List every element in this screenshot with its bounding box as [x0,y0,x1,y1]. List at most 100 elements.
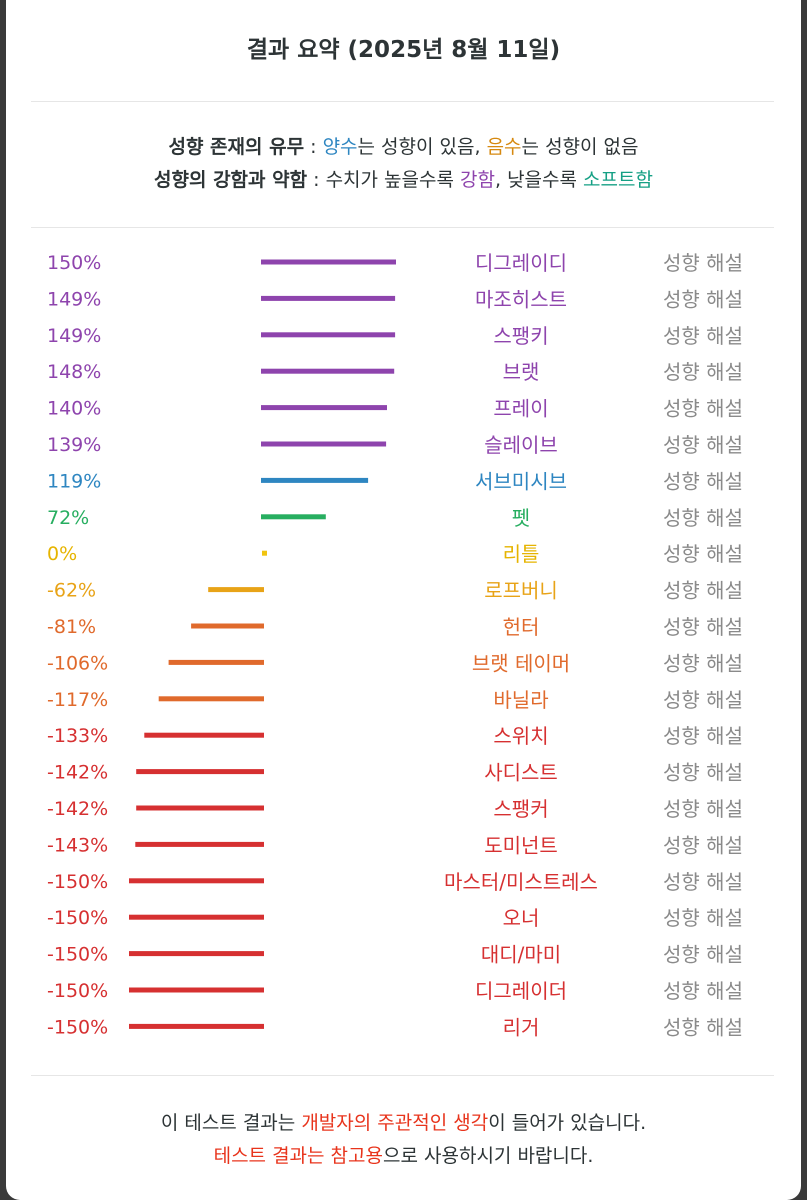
category-label: 슬레이브 [484,433,558,457]
value-label: -150% [47,980,108,1002]
description-link[interactable]: 성향 해설 [663,688,743,712]
chart-row: -142% 스팽커 성향 해설 [47,797,743,821]
bar [136,769,264,775]
category-label: 리틀 [503,542,540,566]
description-link[interactable]: 성향 해설 [663,870,743,894]
chart-row: -81% 헌터 성향 해설 [47,615,743,639]
chart-row: 148% 브랫 성향 해설 [47,360,743,384]
description-link[interactable]: 성향 해설 [663,615,743,639]
bar [261,477,369,483]
legend-strong: 강함 [460,169,495,191]
chart-row: -150% 오너 성향 해설 [47,906,743,930]
category-label: 펫 [512,506,530,530]
description-link[interactable]: 성향 해설 [663,797,743,821]
disclaimer-line-1: 이 테스트 결과는 개발자의 주관적인 생각이 들어가 있습니다. [6,1108,801,1135]
description-link[interactable]: 성향 해설 [663,943,743,967]
category-label: 프레이 [493,397,548,421]
category-label: 리거 [503,1015,540,1039]
description-link[interactable]: 성향 해설 [663,833,743,857]
description-link[interactable]: 성향 해설 [663,433,743,457]
legend-text: 수치가 높을수록 [325,169,461,191]
chart-row: -150% 마스터/미스트레스 성향 해설 [47,870,743,894]
description-link[interactable]: 성향 해설 [663,542,743,566]
description-link[interactable]: 성향 해설 [663,506,743,530]
category-label: 사디스트 [484,761,558,785]
page-title: 결과 요약 (2025년 8월 11일) [246,37,561,63]
category-label: 대디/마미 [481,943,561,967]
value-label: -133% [47,725,108,747]
category-label: 바닐라 [493,688,548,712]
bar [261,368,395,374]
category-label: 로프버니 [484,579,558,603]
value-label: 119% [47,470,101,492]
bar [208,587,264,593]
disclaimer-highlight: 개발자의 주관적인 생각 [301,1112,489,1134]
chart-row: -143% 도미넌트 성향 해설 [47,833,743,857]
value-label: 0% [47,543,77,565]
category-label: 마스터/미스트레스 [444,870,598,894]
result-card: 결과 요약 (2025년 8월 11일) 성향 존재의 유무 : 양수는 성향이… [6,0,801,1200]
category-label: 스팽커 [493,797,548,821]
value-label: 148% [47,361,101,383]
legend-text: , 낮을수록 [495,169,584,191]
disclaimer-highlight: 테스트 결과는 참고용 [213,1145,383,1167]
chart-row: 140% 프레이 성향 해설 [47,397,743,421]
description-link[interactable]: 성향 해설 [663,397,743,421]
description-link[interactable]: 성향 해설 [663,287,743,311]
description-link[interactable]: 성향 해설 [663,1015,743,1039]
description-link[interactable]: 성향 해설 [663,651,743,675]
disclaimer-text: 이 들어가 있습니다. [488,1112,647,1134]
disclaimer-line-2: 테스트 결과는 참고용으로 사용하시기 바랍니다. [6,1141,801,1168]
value-label: 139% [47,434,101,456]
bar [261,259,396,265]
legend-strength-label: 성향의 강함과 약함 [154,169,308,191]
chart-row: 149% 스팽키 성향 해설 [47,324,743,348]
value-label: -150% [47,907,108,929]
bar [136,805,264,811]
legend-text: 는 성향이 있음, [357,136,487,158]
category-label: 브랫 테이머 [472,651,570,675]
category-label: 서브미시브 [475,469,567,493]
chart-row: -150% 대디/마미 성향 해설 [47,943,743,967]
disclaimer-text: 으로 사용하시기 바랍니다. [383,1145,594,1167]
legend-separator: : [304,136,323,158]
bar [129,914,264,920]
value-label: -142% [47,798,108,820]
legend-text: 는 성향이 없음 [521,136,639,158]
description-link[interactable]: 성향 해설 [663,324,743,348]
description-link[interactable]: 성향 해설 [663,979,743,1003]
chart-row: -106% 브랫 테이머 성향 해설 [47,651,743,675]
category-label: 브랫 [503,360,540,384]
legend-separator: : [307,169,326,191]
divider-middle [31,227,774,228]
legend-line-existence: 성향 존재의 유무 : 양수는 성향이 있음, 음수는 성향이 없음 [6,132,801,159]
description-link[interactable]: 성향 해설 [663,906,743,930]
bar [129,878,264,884]
description-link[interactable]: 성향 해설 [663,761,743,785]
category-label: 스팽키 [493,324,548,348]
chart-row: 72% 펫 성향 해설 [47,506,743,530]
value-label: 72% [47,507,89,529]
category-label: 스위치 [493,724,548,748]
description-link[interactable]: 성향 해설 [663,360,743,384]
value-label: -150% [47,944,108,966]
description-link[interactable]: 성향 해설 [663,724,743,748]
value-label: -81% [47,616,96,638]
bar [262,550,267,556]
value-label: -143% [47,834,108,856]
description-link[interactable]: 성향 해설 [663,251,743,275]
description-link[interactable]: 성향 해설 [663,579,743,603]
bar [261,441,387,447]
description-link[interactable]: 성향 해설 [663,469,743,493]
bar [129,1023,264,1029]
chart-row: -142% 사디스트 성향 해설 [47,761,743,785]
legend-negative: 음수 [486,136,522,158]
bar [135,841,264,847]
value-label: -150% [47,871,108,893]
chart-row: -133% 스위치 성향 해설 [47,724,743,748]
legend-line-strength: 성향의 강함과 약함 : 수치가 높을수록 강함, 낮을수록 소프트함 [6,165,801,192]
value-label: 149% [47,288,101,310]
chart-row: 150% 디그레이디 성향 해설 [47,251,743,275]
bar [261,332,396,338]
